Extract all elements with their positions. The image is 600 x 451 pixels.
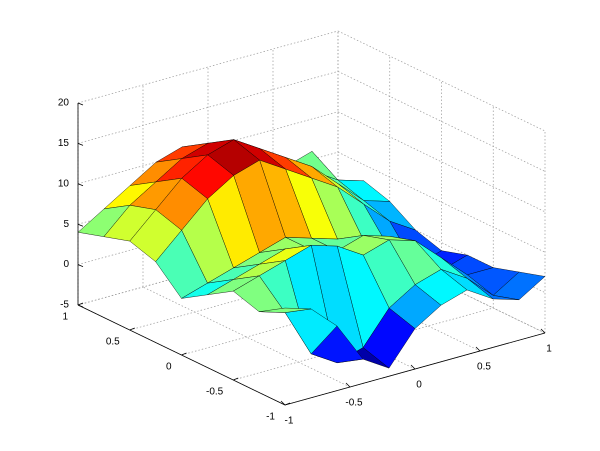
tick-mark	[129, 327, 135, 331]
tick-mark	[77, 143, 84, 146]
tick-mark	[77, 102, 84, 106]
y-tick-label: -0.5	[206, 387, 224, 398]
surface-patch	[258, 307, 312, 313]
x-tick-label: -1	[285, 416, 294, 427]
y-tick-label: 1	[62, 312, 68, 323]
tick-mark	[77, 223, 84, 227]
grid-line	[337, 30, 546, 132]
x-tick-label: -0.5	[345, 398, 363, 409]
y-tick-label: -1	[266, 412, 275, 423]
z-tick-label: 0	[63, 259, 69, 270]
z-tick-label: -5	[60, 300, 69, 311]
tick-mark	[77, 183, 84, 187]
grid-line	[233, 307, 494, 381]
tick-mark	[77, 302, 84, 306]
tick-mark	[181, 352, 187, 356]
tick-mark	[284, 402, 291, 406]
z-tick-label: 20	[58, 98, 70, 109]
tick-mark	[345, 382, 351, 388]
tick-mark	[280, 400, 286, 406]
z-tick-label: 10	[58, 178, 70, 189]
x-tick-label: 1	[546, 344, 552, 355]
z-tick-label: 15	[58, 138, 70, 149]
y-tick-label: 0	[166, 362, 172, 373]
tick-mark	[77, 264, 84, 267]
tick-mark	[410, 364, 416, 370]
grid-line	[77, 30, 339, 104]
tick-mark	[475, 346, 481, 352]
grid-line	[77, 71, 339, 144]
x-tick-label: 0	[416, 380, 422, 391]
tick-mark	[540, 328, 546, 334]
x-tick-label: 0.5	[477, 362, 491, 373]
tick-mark	[77, 304, 84, 308]
z-tick-label: 5	[63, 219, 69, 230]
y-tick-label: 0.5	[106, 337, 120, 348]
grid-line	[77, 111, 339, 185]
tick-mark	[233, 377, 239, 381]
